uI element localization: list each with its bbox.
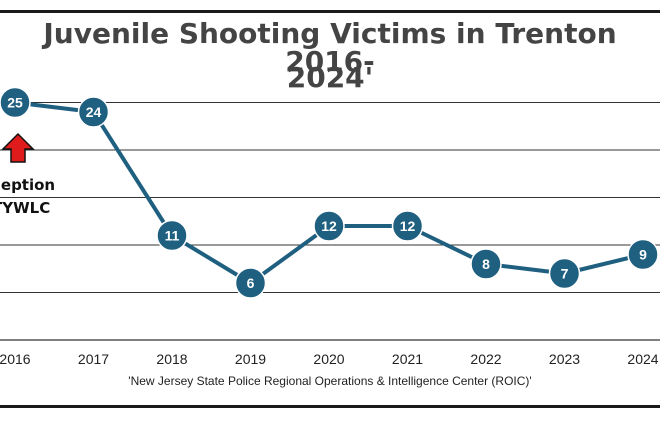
x-tick-label: 2016	[0, 351, 31, 367]
data-point	[548, 257, 581, 290]
x-tick-label: 2018	[156, 351, 187, 367]
data-label: 8	[482, 256, 490, 272]
x-tick-label: 2020	[313, 351, 344, 367]
data-point	[0, 86, 31, 119]
x-tick-label: 2021	[392, 351, 423, 367]
data-label: 24	[86, 104, 102, 120]
annotation-arrow	[1, 132, 35, 163]
data-label: 11	[165, 228, 180, 244]
data-point	[313, 210, 345, 242]
chart-title-line-2: 2024'	[286, 61, 374, 94]
data-point	[77, 96, 110, 128]
data-label: 9	[639, 247, 647, 263]
x-tick-label: 2022	[470, 351, 501, 367]
x-tick-label: 2017	[78, 351, 109, 367]
data-point	[470, 248, 502, 280]
data-label: 7	[561, 266, 569, 282]
series-line	[14, 100, 644, 285]
x-tick-label: 2019	[235, 351, 266, 367]
data-label: 25	[7, 95, 23, 111]
annotation-line-2: TYWLC	[0, 199, 51, 217]
data-point	[234, 267, 267, 299]
source-note: 'New Jersey State Police Regional Operat…	[128, 374, 532, 388]
chart-frame	[0, 10, 660, 408]
chart-title-line-1: Juvenile Shooting Victims in Trenton 201…	[43, 17, 617, 78]
data-point	[391, 210, 424, 242]
x-tick-label: 2024	[627, 351, 658, 367]
data-point	[156, 219, 188, 252]
x-tick-label: 2023	[549, 351, 580, 367]
data-point	[627, 238, 659, 271]
data-label: 12	[400, 218, 416, 234]
data-label: 6	[247, 275, 255, 291]
data-label: 12	[321, 218, 337, 234]
annotation-line-1: ception	[0, 176, 56, 194]
